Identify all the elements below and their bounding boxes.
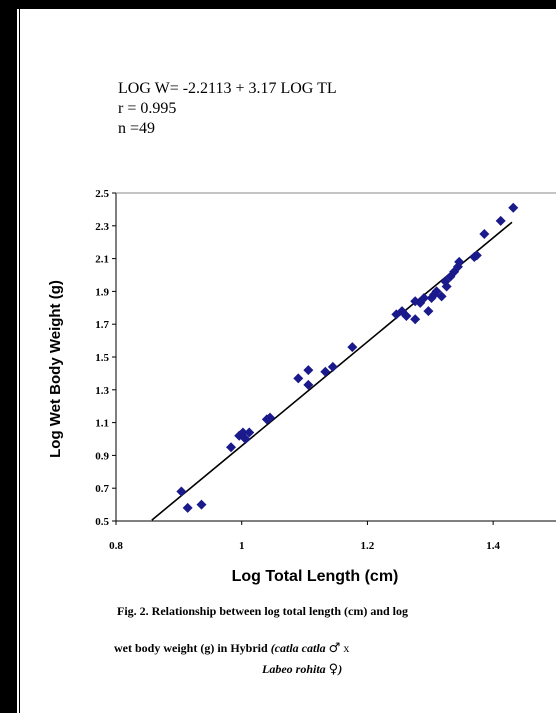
figure-caption-line-2: wet body weight (g) in Hybrid (catla cat… xyxy=(114,641,349,656)
y-tick-label: 0.9 xyxy=(95,450,109,462)
figure-caption-line-3: Labeo rohita ♀) xyxy=(262,662,342,677)
frame-left-border xyxy=(0,0,17,713)
data-point-diamond xyxy=(244,427,255,438)
y-tick-label: 0.5 xyxy=(95,516,109,528)
data-point-diamond xyxy=(320,366,331,377)
data-point-diamond xyxy=(419,292,429,303)
data-point-diamond xyxy=(441,281,452,292)
frame-top-border xyxy=(0,0,556,9)
x-axis-title: Log Total Length (cm) xyxy=(232,568,399,585)
data-point-diamond xyxy=(303,379,314,390)
y-axis-title: Log Wet Body Weight (g) xyxy=(47,280,64,458)
data-point-diamond xyxy=(471,250,482,261)
y-tick-label: 2.3 xyxy=(95,221,109,233)
x-tick-label: 1 xyxy=(239,540,245,552)
regression-equation: LOG W= -2.2113 + 3.17 LOG TL xyxy=(118,80,337,97)
data-point-diamond xyxy=(410,314,421,325)
y-tick-label: 2.5 xyxy=(95,188,109,200)
y-tick-label: 1.3 xyxy=(95,385,109,397)
data-point-diamond xyxy=(265,412,275,423)
y-tick-label: 0.7 xyxy=(95,483,109,495)
data-point-diamond xyxy=(226,442,237,453)
data-point-diamond xyxy=(423,306,434,317)
data-point-diamond xyxy=(327,361,338,372)
sample-size: n =49 xyxy=(118,120,156,137)
x-tick-label: 0.8 xyxy=(109,540,123,552)
data-point-diamond xyxy=(176,486,187,497)
caption-text: wet body weight (g) in Hybrid xyxy=(114,641,268,655)
data-point-diamond xyxy=(436,291,447,302)
data-point-diamond xyxy=(508,202,519,213)
axis-ticks xyxy=(112,192,494,525)
caption-species-catla: (catla catla xyxy=(270,641,326,655)
correlation-coefficient: r = 0.995 xyxy=(118,100,177,117)
figure-caption-line-1: Fig. 2. Relationship between log total l… xyxy=(117,604,408,618)
data-point-diamond xyxy=(347,342,358,353)
frame-left-gap xyxy=(17,9,19,713)
data-point-diamond xyxy=(303,365,314,376)
data-point-diamond xyxy=(454,256,465,267)
data-point-diamond xyxy=(479,229,490,239)
male-symbol-icon: ♂ xyxy=(328,641,341,656)
data-point-diamond xyxy=(293,373,304,384)
y-tick-label: 1.9 xyxy=(95,286,109,298)
y-tick-label: 1.5 xyxy=(95,352,109,364)
data-point-diamond xyxy=(495,215,506,226)
female-symbol-icon: ♀ xyxy=(328,662,339,677)
y-tick-label: 2.1 xyxy=(95,254,109,266)
caption-cross: x xyxy=(343,641,350,655)
y-tick-label: 1.1 xyxy=(95,418,109,430)
x-tick-label: 1.4 xyxy=(486,540,500,552)
data-point-diamond xyxy=(240,434,251,444)
x-tick-label: 1.2 xyxy=(361,540,375,552)
caption-species-labeo: Labeo rohita xyxy=(262,662,326,676)
data-point-diamond xyxy=(401,311,412,321)
data-point-diamond xyxy=(196,499,207,510)
data-point-diamond xyxy=(182,502,193,513)
y-tick-label: 1.7 xyxy=(95,319,109,331)
axis-tick-labels: 0.5 0.7 0.9 1.1 1.3 1.5 1.7 1.9 2.1 2.3 2.5 0.8 1 1.2… xyxy=(95,188,500,552)
caption-close-paren: ) xyxy=(338,662,343,676)
data-points xyxy=(176,202,519,513)
frame-left-rule xyxy=(19,9,20,713)
